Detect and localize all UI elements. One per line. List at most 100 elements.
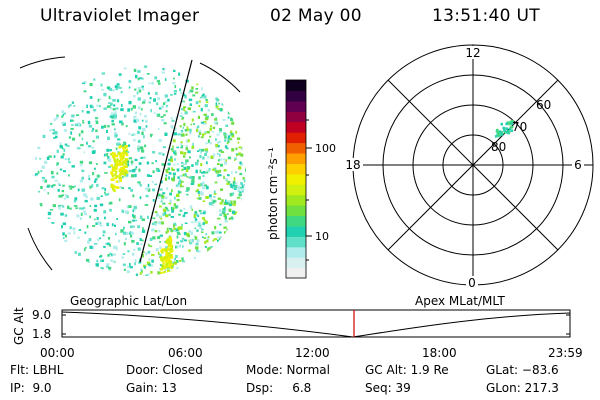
emission-pixel bbox=[113, 253, 116, 256]
emission-pixel bbox=[67, 158, 70, 161]
emission-pixel bbox=[110, 107, 112, 110]
emission-pixel bbox=[185, 168, 189, 172]
polar-diagonal bbox=[387, 79, 559, 251]
emission-pixel-bright bbox=[122, 172, 125, 175]
emission-pixel bbox=[227, 135, 231, 139]
emission-pixel bbox=[223, 231, 227, 234]
emission-pixel bbox=[128, 132, 131, 135]
emission-pixel bbox=[213, 153, 216, 157]
emission-pixel bbox=[167, 266, 171, 269]
emission-pixel bbox=[148, 101, 151, 104]
emission-pixel bbox=[152, 222, 155, 225]
emission-pixel bbox=[81, 137, 84, 141]
emission-pixel bbox=[211, 203, 214, 206]
emission-pixel bbox=[181, 237, 185, 240]
emission-pixel bbox=[153, 112, 156, 114]
emission-pixel bbox=[203, 184, 208, 187]
emission-pixel-bright bbox=[123, 159, 127, 162]
emission-pixel bbox=[47, 192, 49, 195]
emission-pixel bbox=[110, 112, 114, 116]
emission-pixel bbox=[167, 162, 171, 166]
emission-pixel bbox=[244, 178, 246, 181]
emission-pixel bbox=[121, 187, 124, 190]
emission-pixel bbox=[138, 168, 141, 172]
emission-pixel bbox=[202, 156, 205, 160]
emission-pixel bbox=[237, 137, 241, 140]
emission-pixel bbox=[141, 270, 143, 273]
emission-pixel bbox=[187, 234, 190, 238]
emission-pixel bbox=[214, 169, 217, 173]
emission-pixel bbox=[105, 265, 109, 268]
emission-pixel bbox=[154, 230, 158, 233]
emission-pixel bbox=[137, 146, 140, 150]
emission-pixel bbox=[96, 104, 99, 107]
emission-pixel bbox=[151, 259, 154, 263]
emission-pixel bbox=[196, 159, 199, 162]
emission-pixel bbox=[178, 213, 181, 216]
emission-pixel bbox=[171, 189, 173, 193]
emission-pixel bbox=[222, 119, 226, 121]
emission-pixel bbox=[83, 90, 87, 93]
emission-pixel bbox=[174, 261, 177, 265]
emission-pixel bbox=[143, 135, 145, 139]
emission-pixel bbox=[239, 172, 243, 176]
emission-pixel bbox=[110, 259, 113, 262]
emission-pixel bbox=[230, 132, 234, 136]
emission-pixel-bright bbox=[121, 163, 124, 166]
emission-pixel bbox=[94, 243, 98, 245]
emission-pixel bbox=[176, 163, 180, 165]
emission-pixel bbox=[219, 209, 222, 213]
emission-pixel bbox=[207, 236, 210, 240]
colorbar-swatch bbox=[286, 100, 306, 112]
emission-pixel-bright bbox=[168, 276, 171, 279]
emission-pixel bbox=[198, 209, 202, 212]
emission-pixel bbox=[77, 236, 80, 239]
emission-pixel bbox=[58, 206, 61, 210]
emission-pixel-bright bbox=[168, 262, 172, 266]
emission-pixel bbox=[116, 83, 120, 85]
emission-pixel bbox=[128, 205, 132, 208]
emission-pixel bbox=[61, 115, 64, 118]
emission-pixel bbox=[194, 218, 198, 221]
emission-pixel bbox=[131, 239, 135, 243]
emission-pixel bbox=[78, 147, 81, 150]
emission-pixel bbox=[148, 243, 150, 247]
emission-pixel bbox=[135, 74, 138, 79]
emission-pixel bbox=[177, 233, 181, 235]
emission-pixel bbox=[86, 104, 88, 108]
emission-pixel-bright bbox=[114, 170, 118, 174]
emission-pixel bbox=[119, 120, 123, 124]
emission-pixel bbox=[203, 131, 207, 134]
emission-pixel bbox=[211, 231, 215, 235]
emission-pixel bbox=[56, 172, 59, 175]
emission-pixel bbox=[114, 111, 117, 115]
emission-pixel bbox=[118, 87, 122, 89]
emission-pixel-bright bbox=[110, 164, 113, 167]
emission-pixel bbox=[53, 118, 56, 122]
emission-pixel bbox=[210, 125, 213, 127]
emission-pixel bbox=[115, 87, 119, 91]
emission-pixel bbox=[104, 172, 108, 174]
emission-pixel bbox=[203, 133, 207, 135]
emission-pixel bbox=[95, 120, 99, 125]
emission-pixel-bright bbox=[116, 160, 119, 164]
emission-pixel bbox=[201, 183, 204, 187]
emission-pixel-bright bbox=[169, 273, 172, 276]
emission-pixel bbox=[71, 165, 75, 168]
emission-pixel bbox=[154, 221, 158, 224]
emission-pixel bbox=[133, 95, 136, 98]
emission-pixel bbox=[83, 210, 86, 213]
emission-pixel bbox=[227, 116, 230, 119]
colorbar-swatch bbox=[286, 236, 306, 248]
emission-pixel bbox=[208, 235, 210, 238]
emission-pixel bbox=[220, 188, 223, 191]
emission-pixel bbox=[125, 232, 129, 235]
emission-pixel bbox=[217, 239, 221, 243]
emission-pixel bbox=[192, 143, 194, 147]
emission-pixel bbox=[109, 252, 112, 256]
emission-pixel bbox=[202, 200, 206, 202]
emission-pixel bbox=[130, 163, 133, 166]
emission-pixel bbox=[217, 159, 220, 162]
emission-pixel bbox=[162, 153, 165, 156]
emission-pixel bbox=[173, 90, 177, 93]
